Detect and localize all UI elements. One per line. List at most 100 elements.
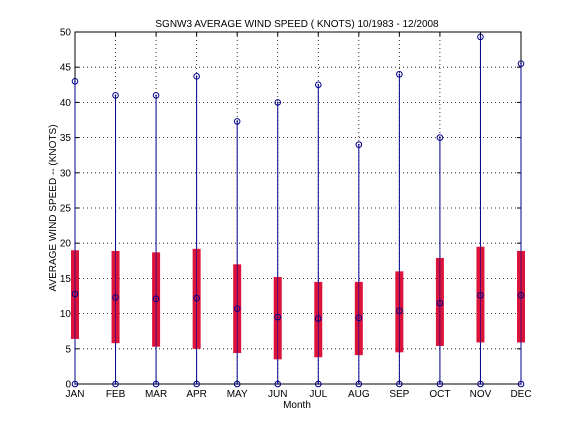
x-tick-label: JUN bbox=[268, 389, 287, 400]
min-marker-dot bbox=[520, 383, 522, 385]
max-marker-dot bbox=[317, 84, 320, 86]
min-marker-dot bbox=[439, 383, 441, 385]
mean-marker-dot bbox=[479, 294, 482, 297]
min-marker bbox=[274, 380, 282, 388]
max-marker bbox=[152, 92, 160, 99]
data-marks bbox=[71, 33, 525, 388]
max-marker-dot bbox=[276, 101, 279, 104]
x-tick-label: OCT bbox=[429, 389, 450, 400]
max-marker-dot bbox=[439, 136, 441, 139]
plot-frame bbox=[74, 31, 522, 385]
max-marker bbox=[274, 99, 282, 106]
mean-marker-dot bbox=[74, 293, 76, 295]
mean-marker-dot bbox=[155, 298, 157, 300]
mean-marker-dot bbox=[276, 316, 279, 318]
x-tick-label: APR bbox=[186, 389, 207, 400]
max-marker bbox=[193, 73, 200, 80]
mean-marker-dot bbox=[317, 317, 320, 320]
min-marker bbox=[152, 380, 160, 388]
min-marker bbox=[314, 380, 322, 388]
min-marker-dot bbox=[398, 383, 401, 385]
min-marker bbox=[396, 380, 403, 388]
mean-marker-dot bbox=[439, 302, 441, 304]
min-marker bbox=[112, 380, 119, 388]
y-tick-label: 25 bbox=[60, 204, 72, 215]
mean-marker-dot bbox=[195, 297, 198, 299]
mean-marker bbox=[193, 294, 200, 302]
y-tick-label: 50 bbox=[60, 28, 72, 39]
min-marker-dot bbox=[276, 383, 279, 385]
x-tick-label: MAY bbox=[227, 389, 248, 400]
mean-marker bbox=[112, 294, 119, 301]
min-marker-dot bbox=[74, 383, 76, 385]
mean-marker bbox=[477, 291, 484, 299]
max-marker-dot bbox=[114, 94, 117, 97]
max-marker-dot bbox=[155, 94, 157, 97]
max-marker-dot bbox=[236, 120, 238, 123]
x-tick-label: DEC bbox=[510, 389, 531, 400]
y-axis-label: AVERAGE WIND SPEED -- (KNOTS) bbox=[48, 124, 59, 291]
y-tick-label: 35 bbox=[60, 133, 72, 144]
mean-marker bbox=[71, 290, 79, 298]
min-marker-dot bbox=[155, 383, 157, 385]
max-marker-dot bbox=[195, 75, 198, 78]
mean-marker-dot bbox=[520, 294, 522, 297]
max-marker bbox=[477, 33, 484, 41]
x-tick-label: NOV bbox=[470, 389, 492, 400]
max-marker bbox=[517, 60, 525, 67]
plot-axes bbox=[74, 31, 522, 385]
min-marker-dot bbox=[236, 383, 238, 385]
mean-marker bbox=[233, 305, 241, 312]
y-tick-label: 5 bbox=[65, 344, 71, 355]
y-tick-label: 45 bbox=[60, 63, 72, 74]
max-marker-dot bbox=[358, 143, 360, 146]
min-marker bbox=[517, 380, 525, 388]
max-marker bbox=[112, 92, 119, 99]
min-marker bbox=[233, 380, 241, 388]
min-marker bbox=[355, 380, 363, 388]
max-marker bbox=[436, 134, 444, 141]
mean-marker bbox=[517, 291, 525, 299]
y-tick-label: 10 bbox=[60, 309, 72, 320]
min-marker-dot bbox=[114, 383, 117, 385]
min-marker-dot bbox=[195, 383, 198, 385]
mean-marker bbox=[274, 313, 282, 321]
mean-marker bbox=[436, 299, 444, 307]
max-marker bbox=[396, 70, 403, 78]
tick-labels: 0 5 10 15 20 25 30 35 40 45 50 JAN FEB MAR APR MAY JUN JU… bbox=[60, 28, 532, 401]
min-marker bbox=[477, 380, 484, 388]
x-tick-label: JAN bbox=[66, 389, 85, 400]
min-marker bbox=[193, 380, 200, 388]
mean-marker-dot bbox=[114, 296, 117, 299]
chart-title: SGNW3 AVERAGE WIND SPEED ( KNOTS) 10/198… bbox=[155, 19, 439, 30]
x-tick-label: JUL bbox=[309, 389, 327, 400]
grid-lines bbox=[75, 32, 521, 384]
min-marker-dot bbox=[479, 383, 482, 385]
max-marker bbox=[314, 81, 322, 89]
mean-marker bbox=[152, 295, 160, 303]
max-marker-dot bbox=[520, 62, 522, 65]
min-marker-dot bbox=[358, 383, 360, 385]
x-tick-label: SEP bbox=[389, 389, 409, 400]
mean-marker-dot bbox=[358, 317, 360, 319]
y-tick-label: 40 bbox=[60, 98, 72, 109]
x-tick-label: AUG bbox=[348, 389, 370, 400]
max-marker bbox=[233, 118, 241, 125]
x-axis-label: Month bbox=[283, 400, 311, 411]
max-marker bbox=[355, 141, 363, 148]
mean-marker bbox=[314, 315, 322, 322]
mean-marker bbox=[355, 314, 363, 322]
min-marker-dot bbox=[317, 383, 320, 385]
max-marker bbox=[71, 77, 79, 85]
max-marker-dot bbox=[479, 36, 482, 38]
max-marker-dot bbox=[74, 80, 76, 83]
mean-marker-dot bbox=[398, 309, 401, 312]
x-tick-label: MAR bbox=[145, 389, 167, 400]
x-tick-label: FEB bbox=[106, 389, 126, 400]
max-marker-dot bbox=[398, 73, 401, 76]
min-marker bbox=[71, 380, 79, 388]
y-tick-label: 20 bbox=[60, 239, 72, 250]
mean-marker-dot bbox=[236, 307, 238, 310]
